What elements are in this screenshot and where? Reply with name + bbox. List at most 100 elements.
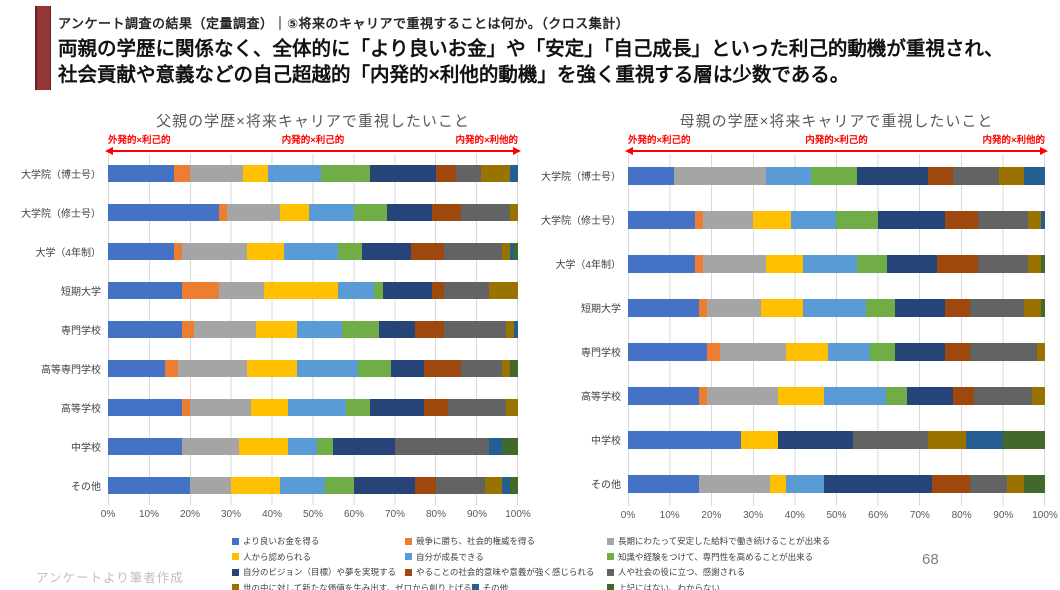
x-tick-label: 0% (100, 508, 116, 520)
legend-row: 知識や経験をつけて、専門性を高めることが出来る (607, 551, 830, 563)
legend-swatch (607, 553, 614, 560)
bar-segment (907, 386, 954, 405)
bar-segment (501, 242, 510, 260)
axis-label-extrinsic-selfish: 外発的×利己的 (108, 135, 171, 146)
stacked-bar (108, 320, 518, 338)
stacked-bar (108, 242, 518, 260)
legend-swatch (232, 568, 239, 576)
legend-swatch (232, 553, 239, 560)
bar-row: その他 (540, 462, 1045, 506)
legend-swatch (607, 537, 614, 545)
stacked-bar (628, 210, 1045, 229)
bar-segment (353, 203, 387, 221)
legend-item: 世の中に対して新たな価値を生み出す、ゼロから創り上げる (232, 582, 472, 590)
bar-segment (460, 359, 502, 377)
headline-line2: 社会貢献や意義などの自己超越的「内発的×利他的動機」を強く重視する層は少数である… (58, 64, 850, 87)
bar-segment (953, 386, 975, 405)
bar-segment (489, 437, 502, 455)
plot-area: 大学院（博士号） 大学院（修士号） 大学（4年制） 短期大学 専門学校 高等専門学校 高等学… (21, 153, 518, 505)
bar-segment (886, 254, 937, 273)
motivation-axis-labels: 外発的×利己的 内発的×利己的 内発的×利他的 (628, 136, 1045, 146)
legend-right-chart: 長期にわたって安定した給料で働き続けることが出来る 知識や経験をつけて、専門性を高… (607, 535, 830, 590)
bar-row: 大学院（博士号） (540, 154, 1045, 198)
bar-segment (370, 398, 424, 416)
stacked-bar (108, 281, 518, 299)
legend-item: 上記にはない、わからない (607, 582, 780, 590)
bar-segment (628, 166, 674, 185)
bar-segment (173, 242, 182, 260)
bar-segment (628, 210, 695, 229)
legend-row: 世の中に対して新たな価値を生み出す、ゼロから創り上げる その他 (232, 582, 594, 590)
bar-segment (435, 476, 486, 494)
bar-row: 短期大学 (540, 286, 1045, 330)
bar-segment (778, 430, 854, 449)
bar-segment (108, 437, 182, 455)
bar-segment (489, 281, 518, 299)
bar-segment (390, 359, 424, 377)
bar-segment (953, 166, 1000, 185)
x-tick-label: 30% (220, 508, 242, 520)
bar-segment (509, 203, 518, 221)
category-label: 大学院（修士号） (541, 216, 621, 227)
bar-segment (786, 342, 829, 361)
category-label: 大学院（博士号） (21, 169, 101, 181)
bar-segment (341, 320, 379, 338)
legend-row: より良いお金を得る 競争に勝ち、社会的権威を得る (232, 535, 594, 547)
legend-item: 長期にわたって安定した給料で働き続けることが出来る (607, 535, 830, 547)
axis-label-extrinsic-selfish: 外発的×利己的 (628, 135, 691, 146)
bar-segment (836, 210, 879, 229)
bar-segment (337, 242, 363, 260)
bar-segment (944, 342, 970, 361)
legend-item: やることの社会的意味や意義が強く感じられる (405, 566, 594, 578)
bar-segment (1028, 254, 1041, 273)
legend-item: 知識や経験をつけて、専門性を高めることが出来る (607, 551, 813, 563)
bar-segment (423, 398, 449, 416)
stacked-bar (108, 437, 518, 455)
bar-segment (944, 210, 979, 229)
bar-segment (765, 254, 804, 273)
bar-segment (509, 476, 518, 494)
motivation-axis: 外発的×利己的 内発的×利己的 内発的×利他的 (625, 136, 1048, 155)
bar-segment (288, 437, 318, 455)
slide-kicker: アンケート調査の結果（定量調査）｜⑤将来のキャリアで重視することは何か。（クロス… (58, 16, 630, 31)
bar-segment (1024, 474, 1045, 493)
legend-item: 競争に勝ち、社会的権威を得る (405, 535, 535, 547)
arrowhead-left-icon (625, 146, 633, 155)
x-tick-label: 60% (868, 509, 889, 521)
bar-segment (698, 298, 708, 317)
page-number: 68 (922, 551, 939, 568)
bar-segment (218, 203, 227, 221)
legend-item: 自分のビジョン（目標）や夢を実現する (232, 566, 405, 578)
stacked-bar (628, 386, 1045, 405)
legend-label: より良いお金を得る (243, 536, 320, 546)
category-label: 高等学校 (581, 392, 621, 403)
x-axis: 0% 10% 20% 30% 40% 50% 60% 70% 80% 90% 100% (101, 508, 531, 523)
stacked-bar (628, 254, 1045, 273)
bar-segment (719, 342, 787, 361)
x-axis: 0% 10% 20% 30% 40% 50% 60% 70% 80% 90% 100% (621, 509, 1058, 524)
category-label: 大学（4年制） (35, 247, 101, 259)
bar-segment (1024, 298, 1041, 317)
legend-item: 人から認められる (232, 551, 405, 563)
bar-segment (853, 430, 929, 449)
x-tick-label: 10% (138, 508, 160, 520)
bar-segment (1040, 210, 1045, 229)
bar-segment (345, 398, 371, 416)
x-tick-label: 30% (743, 509, 764, 521)
bar-segment (823, 386, 887, 405)
legend-label: 自分のビジョン（目標）や夢を実現する (243, 567, 397, 577)
x-tick-label: 80% (951, 509, 972, 521)
x-tick-label: 70% (384, 508, 406, 520)
bar-segment (485, 476, 502, 494)
bar-segment (386, 203, 432, 221)
bar-segment (444, 242, 502, 260)
stacked-bar (108, 164, 518, 182)
accent-bar (35, 6, 51, 90)
bar-segment (435, 164, 457, 182)
bar-segment (778, 386, 824, 405)
x-tick-label: 20% (701, 509, 722, 521)
bar-segment (321, 164, 371, 182)
bar-segment (707, 298, 762, 317)
motivation-axis-labels: 外発的×利己的 内発的×利己的 内発的×利他的 (108, 136, 518, 146)
bar-segment (251, 398, 289, 416)
